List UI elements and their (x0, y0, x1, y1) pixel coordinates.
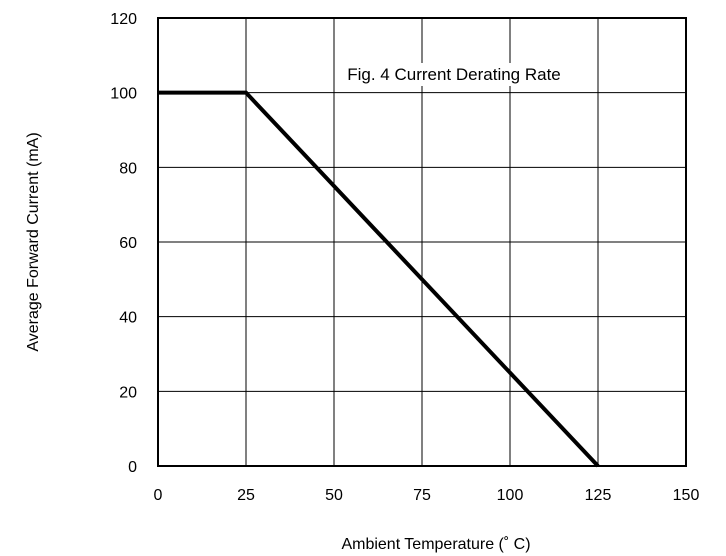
y-tick-label: 60 (119, 235, 137, 252)
chart-title: Fig. 4 Current Derating Rate (347, 65, 561, 84)
y-tick-label: 80 (119, 160, 137, 177)
series-group (158, 90, 600, 468)
y-tick-label: 100 (110, 86, 137, 103)
series-line (158, 90, 600, 468)
y-tick-label: 120 (110, 11, 137, 28)
x-tick-label: 125 (585, 487, 612, 504)
x-tick-label: 25 (237, 487, 255, 504)
x-tick-label: 50 (325, 487, 343, 504)
y-tick-label: 20 (119, 384, 137, 401)
x-axis-title: Ambient Temperature (˚ C) (341, 536, 530, 553)
x-tick-label: 100 (497, 487, 524, 504)
y-axis-title: Average Forward Current (mA) (25, 132, 42, 351)
x-tick-label: 75 (413, 487, 431, 504)
y-tick-labels: 0 20 40 60 80 100 120 (110, 11, 137, 476)
grid-lines (158, 18, 686, 466)
y-tick-label: 40 (119, 310, 137, 327)
y-tick-label: 0 (128, 459, 137, 476)
chart-title-background (341, 63, 567, 86)
x-tick-label: 0 (154, 487, 163, 504)
plot-frame (157, 17, 687, 467)
x-tick-label: 150 (673, 487, 700, 504)
x-tick-labels: 0 25 50 75 100 125 150 (154, 487, 700, 504)
